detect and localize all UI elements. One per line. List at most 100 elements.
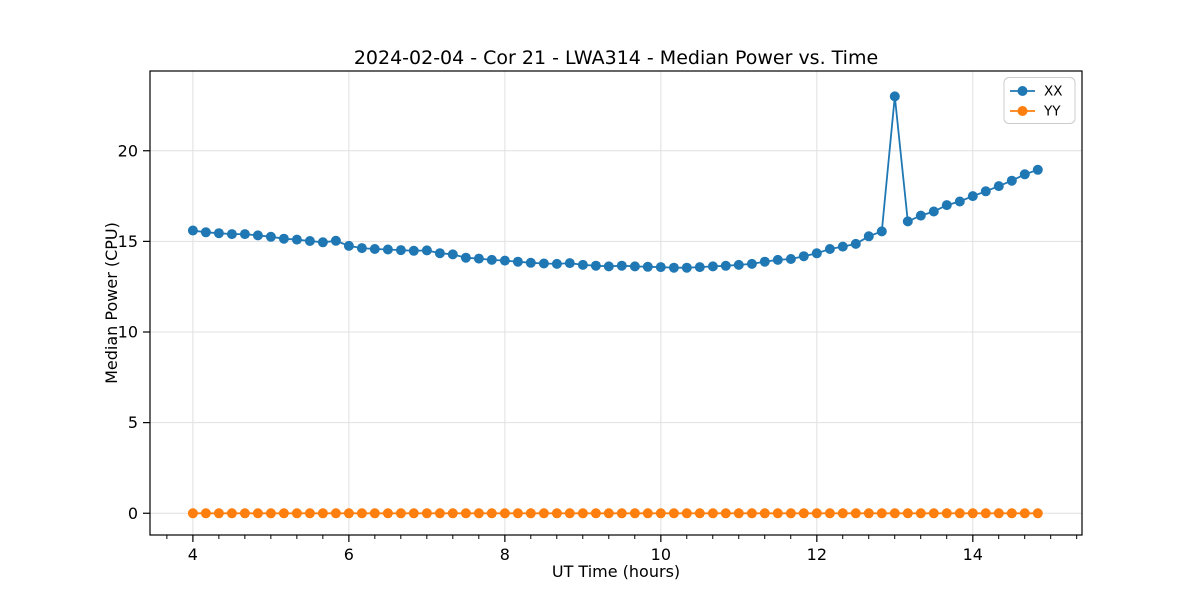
data-point-xx [681, 262, 692, 273]
chart-title: 2024-02-04 - Cor 21 - LWA314 - Median Po… [354, 47, 878, 69]
y-tick-label: 20 [118, 141, 138, 160]
data-point-xx [447, 249, 458, 260]
legend-label-xx: XX [1044, 84, 1063, 100]
data-point-yy [902, 508, 913, 519]
data-point-yy [304, 508, 315, 519]
data-point-xx [863, 231, 874, 242]
data-point-yy [187, 508, 198, 519]
data-point-yy [1006, 508, 1017, 519]
data-point-xx [1006, 175, 1017, 186]
data-point-xx [395, 245, 406, 256]
x-tick-label: 4 [188, 545, 198, 564]
data-point-yy [525, 508, 536, 519]
data-point-xx [434, 248, 445, 259]
data-point-xx [694, 262, 705, 273]
data-point-xx [590, 260, 601, 271]
data-point-yy [967, 508, 978, 519]
x-tick-label: 10 [651, 545, 671, 564]
legend-marker [1017, 106, 1028, 116]
data-point-yy [993, 508, 1004, 519]
data-point-yy [330, 508, 341, 519]
data-point-yy [928, 508, 939, 519]
data-point-yy [512, 508, 523, 519]
data-point-yy [629, 508, 640, 519]
data-point-yy [798, 508, 809, 519]
data-point-yy [1032, 508, 1043, 519]
data-point-yy [954, 508, 965, 519]
data-point-yy [460, 508, 471, 519]
data-point-xx [824, 244, 835, 254]
data-point-yy [538, 508, 549, 519]
data-point-xx [551, 258, 562, 269]
data-point-xx [239, 229, 250, 240]
data-point-yy [1019, 508, 1030, 519]
data-point-xx [512, 256, 523, 267]
data-point-yy [746, 508, 757, 519]
data-point-xx [226, 229, 237, 240]
data-point-xx [928, 206, 939, 217]
data-point-yy [213, 508, 224, 519]
x-axis-label: UT Time (hours) [552, 562, 680, 581]
data-point-xx [967, 191, 978, 202]
data-point-yy [421, 508, 432, 519]
data-point-xx [408, 245, 419, 256]
data-point-yy [200, 508, 211, 519]
data-point-xx [278, 233, 289, 244]
data-point-xx [837, 241, 848, 252]
data-point-xx [460, 252, 471, 263]
data-point-xx [330, 235, 341, 246]
data-point-yy [876, 508, 887, 519]
data-point-yy [434, 508, 445, 519]
data-point-xx [473, 253, 484, 264]
data-point-xx [356, 243, 367, 254]
data-point-yy [577, 508, 588, 519]
tick-layer: 4 6 8 10 12 14 0 5 10 15 20 [118, 141, 1078, 564]
data-point-xx [759, 256, 770, 267]
data-point-yy [941, 508, 952, 519]
data-point-xx [980, 186, 991, 197]
data-point-xx [733, 259, 744, 270]
legend: XX YY [1003, 77, 1076, 124]
series-layer [187, 91, 1043, 519]
y-tick-label: 0 [128, 504, 138, 523]
data-point-yy [603, 508, 614, 519]
data-point-xx [707, 261, 718, 272]
y-axis-label: Median Power (CPU) [102, 222, 121, 384]
data-point-yy [850, 508, 861, 519]
data-point-yy [707, 508, 718, 519]
data-point-yy [226, 508, 237, 519]
data-point-yy [980, 508, 991, 519]
data-point-xx [993, 181, 1004, 192]
data-point-xx [720, 260, 731, 271]
y-tick-label: 5 [128, 413, 138, 432]
data-point-yy [772, 508, 783, 519]
data-point-yy [473, 508, 484, 519]
data-point-xx [538, 258, 549, 269]
data-point-xx [850, 238, 861, 249]
data-point-xx [941, 200, 952, 211]
data-point-xx [876, 226, 887, 237]
data-point-yy [551, 508, 562, 519]
data-point-yy [265, 508, 276, 519]
data-point-xx [902, 216, 913, 227]
data-point-xx [265, 231, 276, 242]
data-point-xx [915, 210, 926, 221]
data-point-xx [317, 237, 328, 248]
data-point-xx [798, 251, 809, 262]
data-point-xx [382, 244, 393, 255]
data-point-yy [642, 508, 653, 519]
data-point-yy [837, 508, 848, 519]
data-point-yy [408, 508, 419, 519]
legend-marker [1017, 86, 1028, 96]
legend-label-yy: YY [1043, 104, 1061, 120]
data-point-yy [655, 508, 666, 519]
data-point-xx [343, 240, 354, 251]
data-point-yy [278, 508, 289, 519]
data-point-xx [655, 262, 666, 273]
data-point-xx [772, 254, 783, 265]
legend-box [1003, 77, 1076, 124]
data-point-xx [616, 260, 627, 271]
plot-frame [149, 70, 1083, 536]
data-point-yy [694, 508, 705, 519]
